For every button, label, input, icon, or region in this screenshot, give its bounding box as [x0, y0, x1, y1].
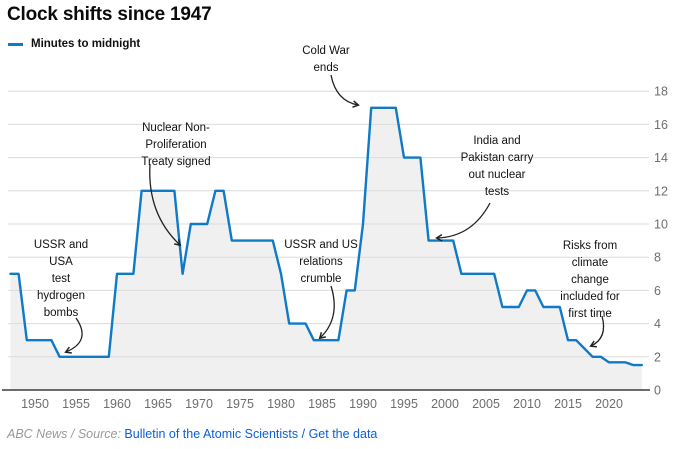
x-tick-label: 2010	[513, 397, 541, 411]
annotation-arrow-ussr-us	[318, 285, 335, 340]
y-tick-label: 2	[654, 350, 661, 364]
legend: Minutes to midnight	[8, 38, 140, 50]
annotation-npt-treaty: Nuclear Non- Proliferation Treaty signed	[141, 122, 211, 168]
x-tick-label: 1985	[308, 397, 336, 411]
y-tick-label: 10	[654, 218, 668, 232]
x-tick-label: 1990	[349, 397, 377, 411]
link-separator: /	[301, 427, 306, 441]
y-tick-label: 8	[654, 251, 661, 265]
x-tick-label: 1995	[390, 397, 418, 411]
annotation-arrow-npt	[149, 163, 182, 247]
x-tick-label: 1965	[144, 397, 172, 411]
source-link[interactable]: Bulletin of the Atomic Scientists	[124, 427, 299, 441]
y-tick-label: 4	[654, 317, 661, 331]
legend-line-swatch	[8, 42, 23, 46]
gridlines	[8, 90, 649, 358]
annotation-climate-risks: Risks from climate change included for f…	[560, 240, 620, 320]
page-title: Clock shifts since 1947	[7, 4, 212, 25]
y-tick-label: 14	[654, 151, 668, 165]
y-tick-label: 0	[654, 384, 661, 398]
x-tick-label: 2005	[472, 397, 500, 411]
x-tick-label: 2020	[595, 397, 623, 411]
annotation-arrow-india	[435, 202, 491, 242]
x-tick-label: 2015	[554, 397, 582, 411]
x-tick-label: 2000	[431, 397, 459, 411]
x-tick-label: 1960	[103, 397, 131, 411]
minutes-line	[9, 106, 643, 367]
y-tick-label: 18	[654, 85, 668, 99]
x-tick-label: 1950	[21, 397, 49, 411]
get-the-data-link[interactable]: Get the data	[308, 427, 378, 441]
annotation-cold-war-ends: Cold War ends	[302, 45, 350, 74]
y-tick-label: 16	[654, 118, 668, 132]
y-tick-label: 6	[654, 284, 661, 298]
annotation-india-pakistan-tests: India and Pakistan carry out nuclear tes…	[460, 135, 534, 198]
footer: ABC News / Source: Bulletin of the Atomi…	[7, 427, 377, 441]
x-tick-label: 1975	[226, 397, 254, 411]
annotation-arrows	[64, 74, 605, 354]
chart: 0 2 4 6 8 10 12 14 16 18 1950 1955 1960 1965 1970 1975…	[2, 74, 668, 411]
x-tick-label: 1970	[185, 397, 213, 411]
x-axis-labels: 1950 1955 1960 1965 1970 1975 1980 1985 1990 1995…	[21, 397, 623, 411]
x-tick-label: 1955	[62, 397, 90, 411]
annotation-ussr-us-relations: USSR and US relations crumble	[284, 239, 358, 285]
y-tick-label: 12	[654, 184, 668, 198]
annotation-hydrogen-bombs: USSR and USA test hydrogen bombs	[33, 239, 89, 319]
annotation-arrow-climate	[589, 315, 605, 348]
y-axis-labels: 0 2 4 6 8 10 12 14 16 18	[654, 85, 668, 398]
legend-label: Minutes to midnight	[31, 38, 141, 50]
area-fill	[10, 107, 642, 391]
annotation-arrow-coldwar	[330, 74, 360, 108]
attribution-text: ABC News / Source:	[7, 427, 121, 441]
annotation-arrow-hydrogen	[64, 317, 83, 354]
x-tick-label: 1980	[267, 397, 295, 411]
